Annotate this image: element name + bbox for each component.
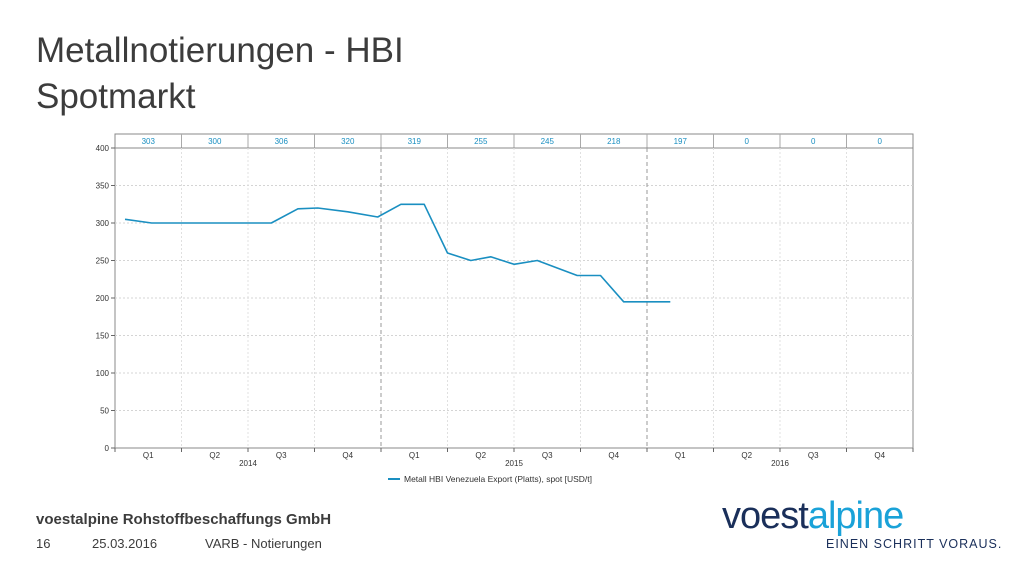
x-tick-label: Q1 [675,451,686,460]
y-tick-label: 200 [96,294,110,303]
x-tick-label: Q2 [475,451,486,460]
logo-part-1: voest [722,495,809,537]
page-title: Metallnotierungen - HBI Spotmarkt [36,28,404,120]
y-tick-label: 250 [96,257,110,266]
x-tick-label: Q3 [542,451,553,460]
x-tick-label: Q3 [808,451,819,460]
footer-date: 25.03.2016 [92,536,158,551]
y-tick-label: 50 [100,407,109,416]
y-tick-label: 300 [96,219,110,228]
quarter-average-label: 255 [474,137,488,146]
quarter-average-label: 197 [674,137,688,146]
voestalpine-logo: voestalpine [722,495,904,537]
footer-subject: VARB - Notierungen [205,536,322,551]
quarter-average-label: 0 [745,137,750,146]
series-line [124,203,671,303]
title-line-1: Metallnotierungen - HBI [36,31,404,70]
x-tick-label: Q2 [209,451,220,460]
y-tick-label: 150 [96,332,110,341]
x-tick-label: Q4 [874,451,885,460]
x-tick-label: Q3 [276,451,287,460]
quarter-average-label: 319 [408,137,422,146]
quarter-average-label: 245 [541,137,555,146]
logo-tagline: EINEN SCHRITT VORAUS. [826,537,1003,551]
y-tick-label: 100 [96,369,110,378]
year-label: 2015 [505,459,523,468]
y-tick-label: 0 [105,444,110,453]
quarter-average-label: 218 [607,137,621,146]
legend-label: Metall HBI Venezuela Export (Platts), sp… [404,474,592,484]
quarter-average-label: 300 [208,137,222,146]
quarter-average-label: 0 [878,137,883,146]
x-tick-label: Q4 [608,451,619,460]
x-tick-label: Q2 [741,451,752,460]
logo-part-2: alpine [807,495,904,537]
quarter-average-label: 306 [275,137,289,146]
x-tick-label: Q1 [409,451,420,460]
x-tick-label: Q1 [143,451,154,460]
footer-page-number: 16 [36,536,51,551]
quarter-average-label: 320 [341,137,355,146]
footer-company: voestalpine Rohstoffbeschaffungs GmbH [36,511,332,528]
year-label: 2014 [239,459,257,468]
title-line-2: Spotmarkt [36,77,196,116]
y-tick-label: 400 [96,144,110,153]
y-tick-label: 350 [96,182,110,191]
quarter-average-label: 303 [142,137,156,146]
x-tick-label: Q4 [342,451,353,460]
year-label: 2016 [771,459,789,468]
quarter-average-label: 0 [811,137,816,146]
